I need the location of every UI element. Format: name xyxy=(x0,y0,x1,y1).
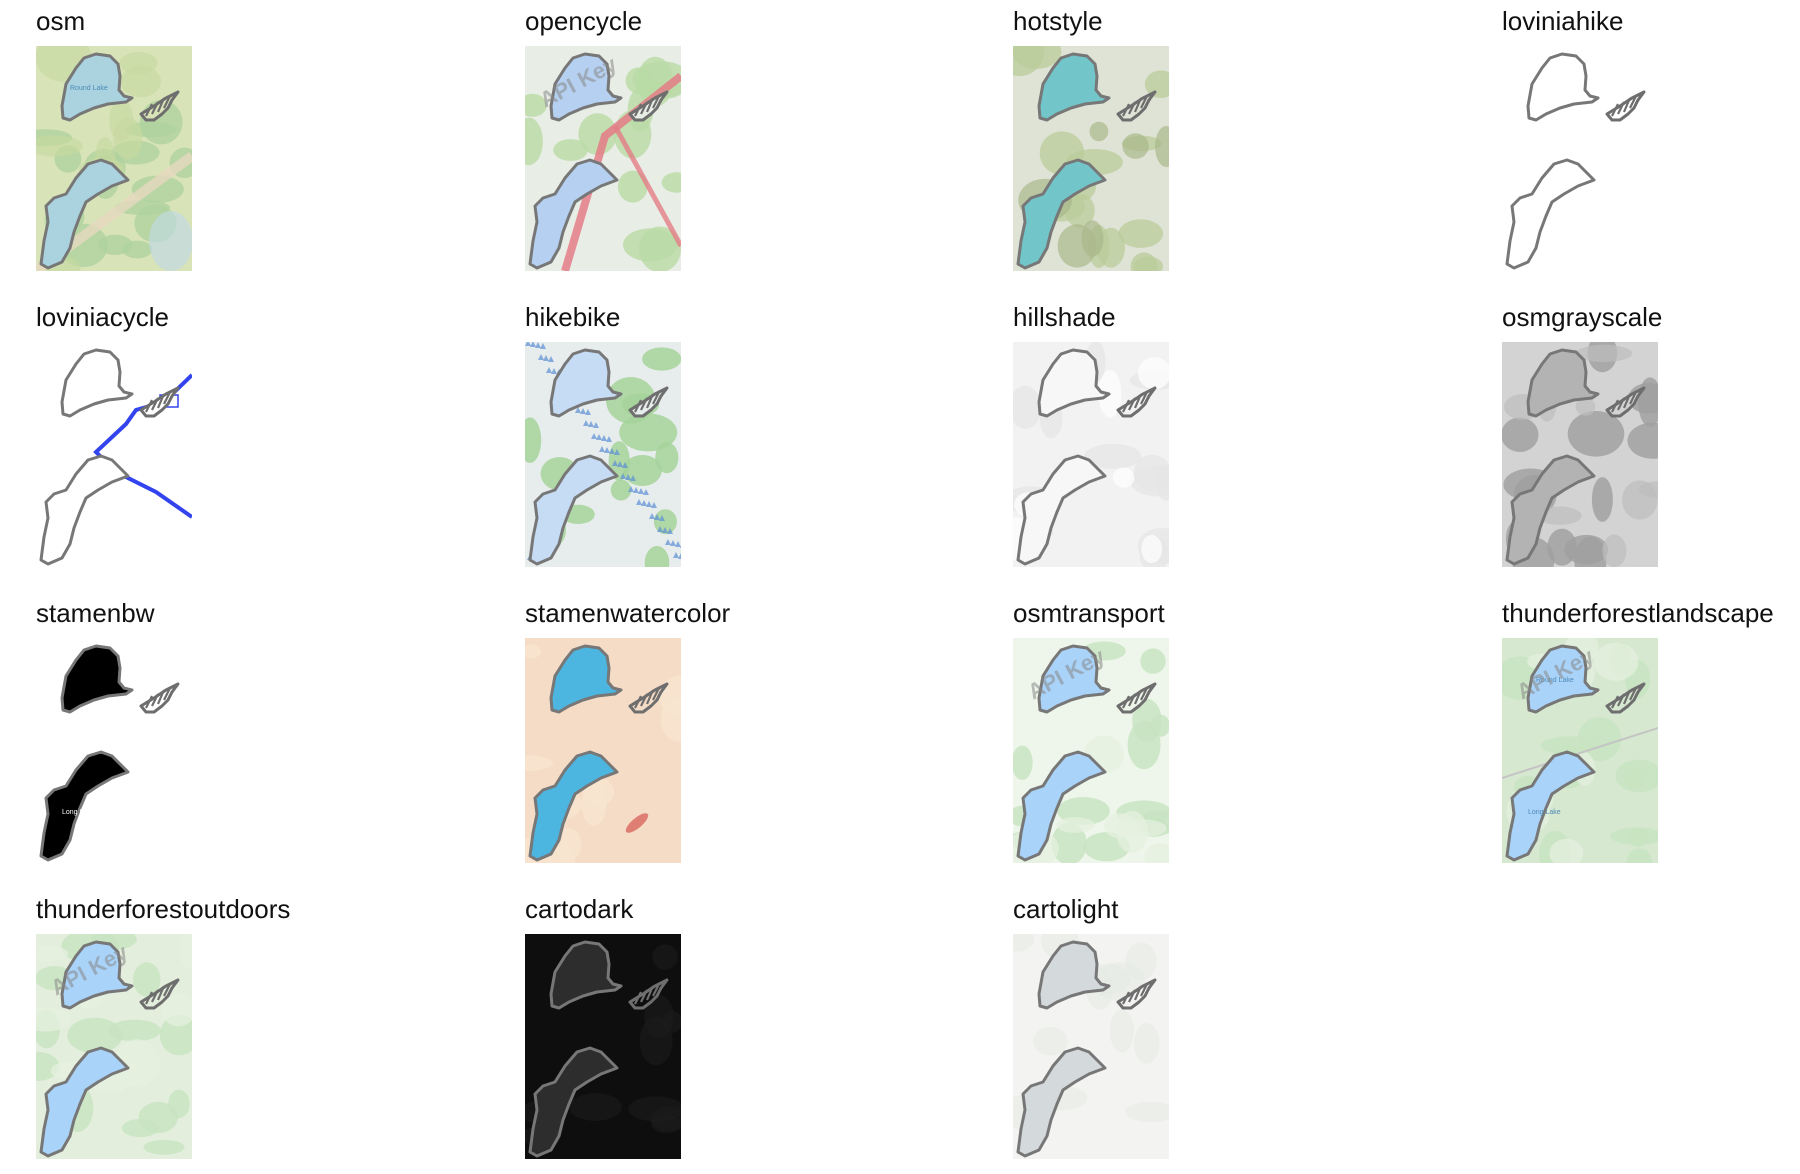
map-tile-loviniacycle xyxy=(36,342,192,567)
map-tile-cartodark xyxy=(525,934,681,1159)
panel-title: stamenwatercolor xyxy=(525,598,731,628)
lake-label: Round Lake xyxy=(1536,677,1574,684)
map-tile-cartolight xyxy=(1013,934,1169,1159)
map-tile-stamenbw: Long Lake xyxy=(36,638,192,863)
panel-title: cartolight xyxy=(1013,894,1119,924)
panel-title: hotstyle xyxy=(1013,6,1103,36)
map-tile-loviniahike xyxy=(1502,46,1658,271)
panel-title: thunderforestoutdoors xyxy=(36,894,291,924)
panel-title: stamenbw xyxy=(36,598,155,628)
panel-title: osmgrayscale xyxy=(1502,302,1663,332)
lake-label: Long Lake xyxy=(1528,809,1561,816)
map-tile-thunderforestoutdoors: API Key xyxy=(36,934,192,1159)
panel-title: osmtransport xyxy=(1013,598,1165,628)
map-tile-hotstyle xyxy=(1013,46,1169,271)
lake-label: Long Lake xyxy=(62,809,95,816)
panel-title: loviniahike xyxy=(1502,6,1624,36)
map-tile-osmgrayscale xyxy=(1502,342,1658,567)
panel-title: cartodark xyxy=(525,894,634,924)
lake-label: Round Lake xyxy=(70,85,108,92)
map-tile-stamenwatercolor xyxy=(525,638,681,863)
panel-title: thunderforestlandscape xyxy=(1502,598,1774,628)
panel-title: hikebike xyxy=(525,302,621,332)
map-tile-osm: Round Lake xyxy=(36,46,192,271)
panel-title: opencycle xyxy=(525,6,643,36)
map-tile-thunderforestlandscape: Round Lake Long Lake API Key xyxy=(1502,638,1658,863)
panel-title: osm xyxy=(36,6,86,36)
map-tile-hikebike xyxy=(525,342,681,567)
map-tile-opencycle: API Key xyxy=(525,46,681,271)
map-tile-osmtransport: API Key xyxy=(1013,638,1169,863)
panel-title: hillshade xyxy=(1013,302,1116,332)
map-tile-hillshade xyxy=(1013,342,1169,567)
panel-title: loviniacycle xyxy=(36,302,169,332)
